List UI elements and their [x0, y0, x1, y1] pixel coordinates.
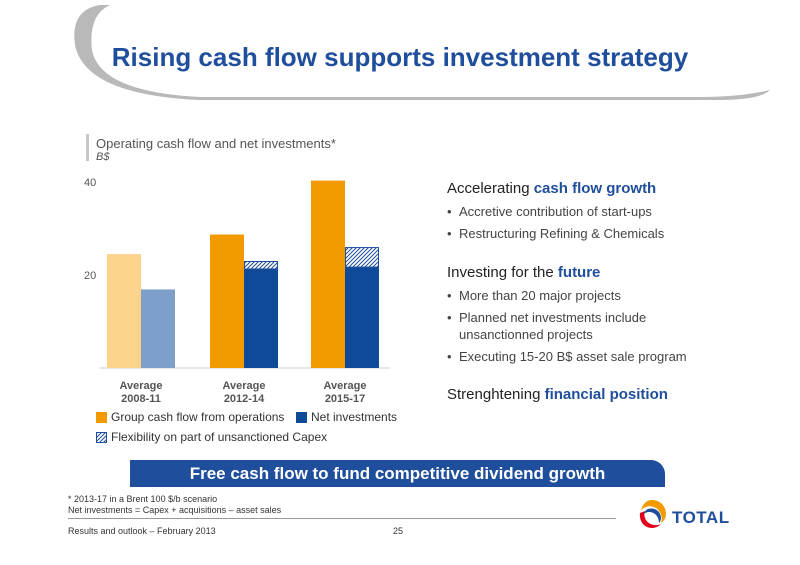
y-tick-label: 40: [84, 177, 96, 189]
bullet-group-cash-flow: Accelerating cash flow growth • Accretive…: [447, 180, 777, 242]
chart-heading-marker: [86, 134, 89, 161]
bullet-text: Executing 15-20 B$ asset sale program: [459, 349, 687, 364]
bar-flexibility: [345, 247, 379, 268]
bullet-text: Planned net investments include unsancti…: [459, 310, 647, 342]
footer-text: Results and outlook – February 2013: [68, 526, 216, 536]
bar-cash-flow: [311, 180, 345, 368]
legend-cash-flow: Group cash flow from operations: [96, 410, 284, 424]
bullet-heading: Investing for the future: [447, 264, 777, 281]
bullet-item: • Planned net investments include unsanct…: [447, 309, 667, 343]
total-logo-text: TOTAL: [672, 508, 730, 527]
bullet-item: • Executing 15-20 B$ asset sale program: [447, 349, 687, 364]
bullet-item: • Restructuring Refining & Chemicals: [447, 226, 665, 241]
category-label: Average: [222, 380, 265, 392]
bar-cash-flow: [107, 254, 141, 368]
footnote-net-investments: Net investments = Capex + acquisitions –…: [68, 505, 282, 515]
category-label: 2012-14: [224, 393, 265, 405]
total-logo-icon: [639, 500, 666, 528]
legend-net-investments: Net investments: [296, 410, 397, 424]
chart-unit: B$: [96, 151, 110, 163]
category-label: 2015-17: [325, 393, 365, 405]
bullet-item: • More than 20 major projects: [447, 288, 621, 303]
bar-chart: 2040Average2008-11Average2012-14Average2…: [84, 177, 390, 405]
bar-net-investments: [244, 268, 278, 368]
category-label: 2008-11: [121, 393, 161, 405]
heading-bold: cash flow growth: [533, 180, 657, 197]
y-tick-label: 20: [84, 270, 96, 282]
footer-divider: [68, 518, 616, 519]
legend-swatch-net-investments: [296, 411, 307, 423]
legend-label-cash-flow: Group cash flow from operations: [111, 410, 285, 424]
chart-title: Operating cash flow and net investments*: [96, 136, 336, 151]
bullet-text: Accretive contribution of start-ups: [459, 204, 652, 219]
heading-bold: financial position: [544, 386, 668, 403]
footnote-brent: * 2013-17 in a Brent 100 $/b scenario: [68, 494, 218, 504]
bar-net-investments: [345, 267, 379, 368]
legend-label-net-investments: Net investments: [311, 410, 398, 424]
heading-plain: Strenghtening: [447, 386, 545, 403]
header-swoosh: [74, 5, 771, 100]
page-title: Rising cash flow supports investment str…: [111, 42, 689, 72]
key-message-banner: Free cash flow to fund competitive divid…: [130, 460, 665, 487]
legend-swatch-flexibility: [96, 431, 107, 443]
bar-net-investments: [141, 289, 175, 368]
bullet-group-financial: Strenghtening financial position: [447, 386, 777, 403]
bar-cash-flow: [210, 234, 244, 368]
legend-swatch-cash-flow: [96, 411, 107, 423]
category-label: Average: [119, 380, 162, 392]
heading-plain: Accelerating: [447, 180, 534, 197]
bar-flexibility: [244, 261, 278, 270]
bullet-heading: Strenghtening financial position: [447, 386, 777, 403]
legend-flexibility: Flexibility on part of unsanctioned Cape…: [96, 430, 327, 444]
bullet-text: Restructuring Refining & Chemicals: [459, 226, 665, 241]
bullet-item: • Accretive contribution of start-ups: [447, 204, 652, 219]
page-number: 25: [393, 526, 404, 536]
bullet-group-future: Investing for the future • More than 20 m…: [447, 264, 777, 365]
legend-label-flexibility: Flexibility on part of unsanctioned Cape…: [111, 430, 328, 444]
heading-plain: Investing for the: [447, 264, 558, 281]
bullet-heading: Accelerating cash flow growth: [447, 180, 777, 197]
bullet-text: More than 20 major projects: [459, 288, 621, 303]
category-label: Average: [323, 380, 366, 392]
heading-bold: future: [557, 264, 601, 281]
